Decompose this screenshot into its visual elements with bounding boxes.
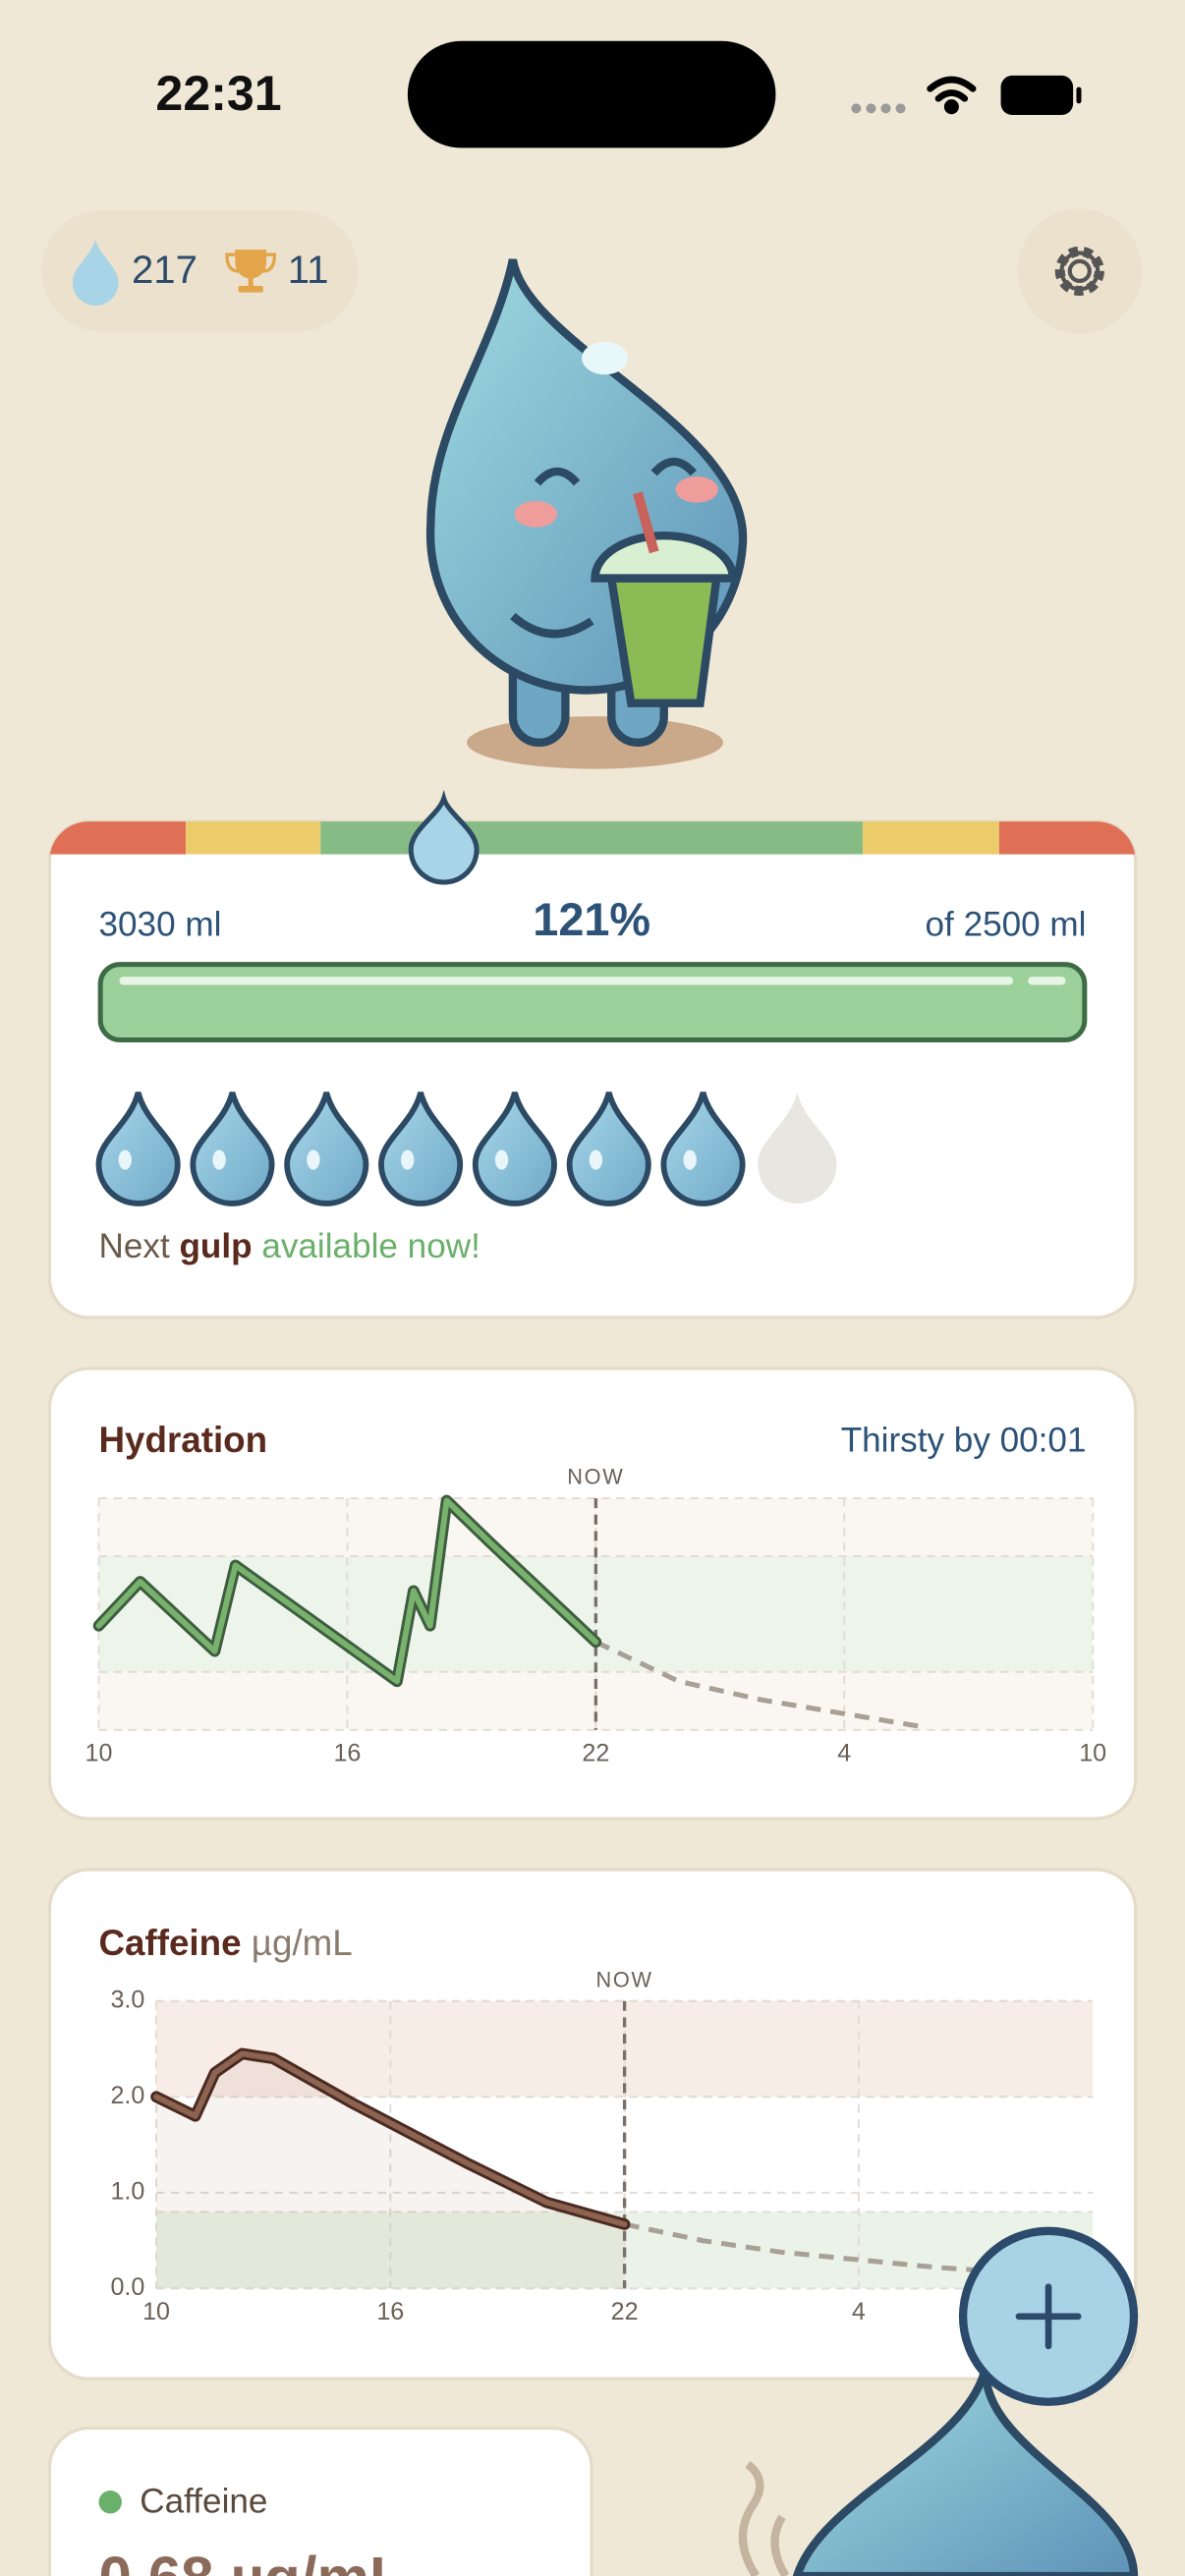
progress-bar <box>97 962 1088 1043</box>
wifi-icon <box>927 76 977 115</box>
gulp-filled <box>284 1092 369 1206</box>
mascot-shadow <box>467 716 723 769</box>
x-tick-label: 10 <box>142 2298 170 2325</box>
line <box>153 2050 628 2227</box>
x-tick-label: 10 <box>1079 1740 1106 1767</box>
gulp-empty <box>758 1092 837 1204</box>
caffeine-chart: 0.0 1.0 2.0 3.0 10 16 22 4 NOW <box>110 1967 1094 2325</box>
gulp-filled <box>378 1092 464 1206</box>
drops-count: 217 <box>132 248 198 292</box>
settings-icon <box>1054 246 1104 296</box>
mascot-peek <box>738 2365 1139 2576</box>
summary-value: 0.68 µg/mL <box>99 2546 406 2576</box>
gulp-filled <box>660 1092 746 1206</box>
message-bold: gulp <box>179 1227 252 1265</box>
status-time: 22:31 <box>155 66 281 121</box>
hydration-status: Thirsty by 00:01 <box>841 1421 1087 1459</box>
percent: 121% <box>533 894 650 945</box>
x-tick-label: 16 <box>376 2298 404 2325</box>
gulp-filled <box>95 1092 181 1206</box>
now-label: NOW <box>567 1465 624 1489</box>
y-tick-label: 1.0 <box>110 2177 144 2205</box>
hydration-chart: 10 16 22 4 10 NOW <box>85 1465 1107 1767</box>
stats-pill[interactable] <box>40 210 359 332</box>
caffeine-unit: µg/mL <box>252 1923 353 1963</box>
gulp-shine <box>118 1149 132 1170</box>
gulp-filled <box>190 1092 275 1206</box>
summary-card <box>47 2426 593 2576</box>
status-dot <box>98 2491 122 2514</box>
gulp-shine <box>401 1149 415 1170</box>
x-tick-label: 10 <box>85 1740 113 1767</box>
battery <box>1000 75 1074 116</box>
level-strip <box>49 821 1136 855</box>
line <box>95 1497 599 1685</box>
goal: of 2500 ml <box>926 905 1087 943</box>
add-icon <box>1015 2283 1082 2350</box>
message-prefix: Next <box>99 1227 170 1265</box>
trophies-count: 11 <box>288 248 329 292</box>
consumed: 3030 ml <box>99 905 222 943</box>
gulp-shine <box>494 1149 509 1170</box>
battery-tip <box>1076 86 1082 104</box>
forecast-line <box>594 1639 928 1730</box>
signal <box>851 103 906 114</box>
caffeine-title: Caffeine <box>99 1923 242 1963</box>
trophy-icon <box>225 250 277 293</box>
gulp-shine <box>212 1149 226 1170</box>
drop-icon <box>72 240 119 307</box>
y-tick-label: 2.0 <box>110 2082 144 2109</box>
dynamic-island <box>407 40 776 148</box>
summary-label: Caffeine <box>140 2483 267 2521</box>
settings-button[interactable] <box>1017 208 1143 334</box>
area <box>156 2053 625 2289</box>
gulps <box>95 1092 837 1206</box>
y-tick-label: 0.0 <box>110 2273 144 2301</box>
gulp-shine <box>683 1149 697 1170</box>
gulp-shine <box>589 1149 603 1170</box>
x-tick-label: 16 <box>333 1740 361 1767</box>
caffeine-heading: Caffeine µg/mL <box>99 1923 353 1963</box>
gulp-message: Next gulp available now! <box>99 1227 480 1265</box>
x-tick-label: 4 <box>837 1740 851 1767</box>
x-tick-label: 4 <box>852 2298 866 2325</box>
now-label: NOW <box>596 1967 653 1991</box>
gulp-filled <box>472 1092 557 1206</box>
message-suffix: available now! <box>261 1227 480 1265</box>
y-tick-label: 3.0 <box>110 1986 144 2013</box>
forecast-line <box>624 2221 996 2274</box>
gulp-shine <box>307 1149 320 1170</box>
gulp-filled <box>566 1092 651 1206</box>
x-tick-label: 22 <box>582 1740 609 1767</box>
x-tick-label: 22 <box>611 2298 639 2325</box>
hydration-title: Hydration <box>99 1420 268 1460</box>
level-marker <box>408 789 480 885</box>
mascot <box>425 258 748 748</box>
